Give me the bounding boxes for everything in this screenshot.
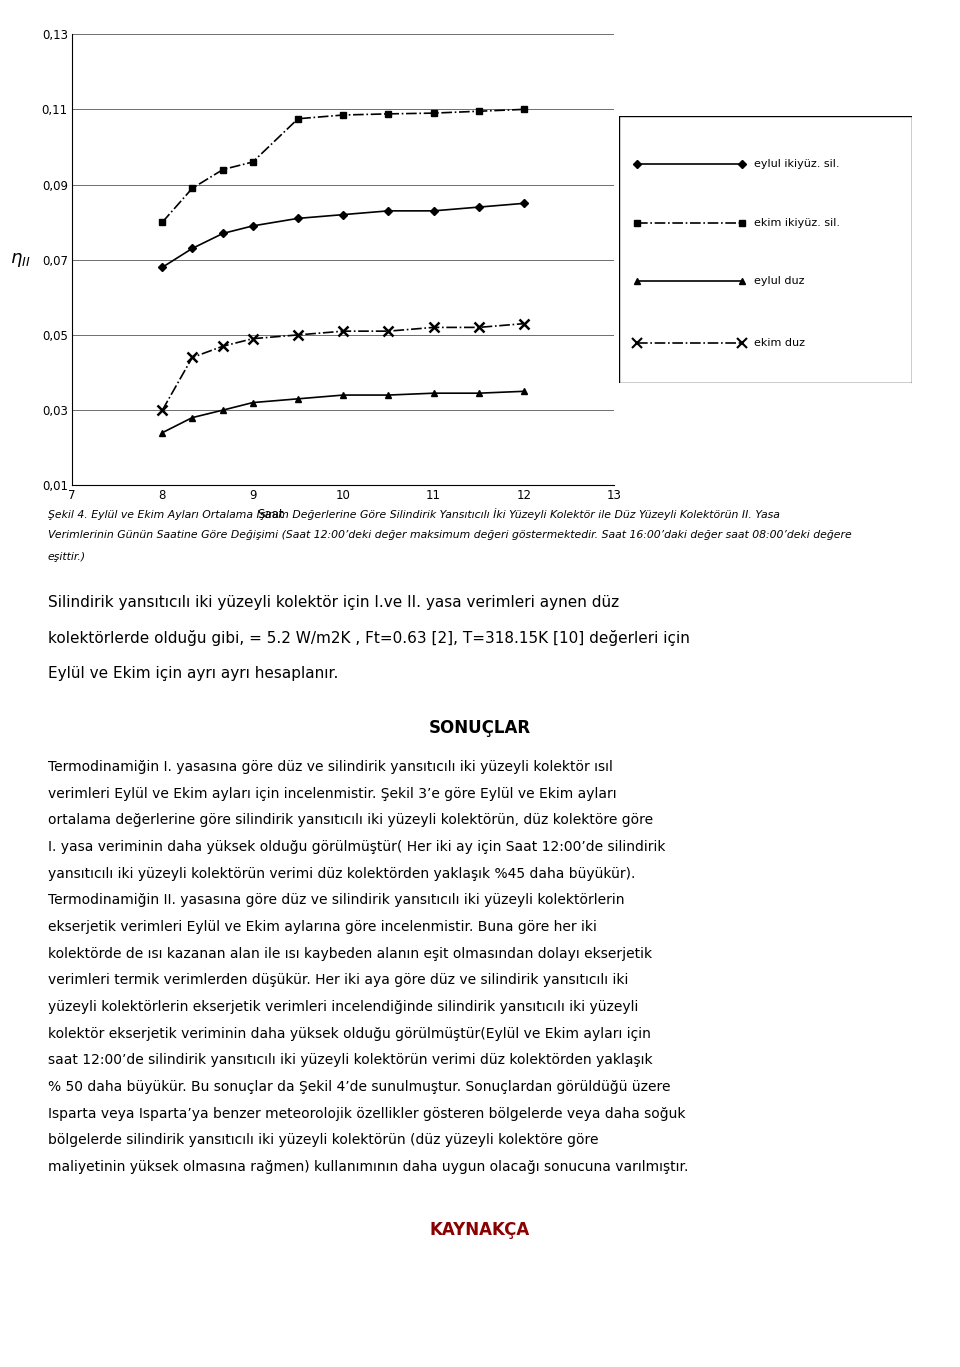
Text: kolektörlerde olduğu gibi, = 5.2 W/m2K , Ft=0.63 [2], T=318.15K [10] değerleri i: kolektörlerde olduğu gibi, = 5.2 W/m2K ,… (48, 630, 690, 647)
Text: ekim ikiyüz. sil.: ekim ikiyüz. sil. (754, 217, 840, 228)
Text: kolektörde de ısı kazanan alan ile ısı kaybeden alanın eşit olmasından dolayı ek: kolektörde de ısı kazanan alan ile ısı k… (48, 947, 652, 961)
Text: Termodinamiğin II. yasasına göre düz ve silindirik yansıtıcılı iki yüzeyli kolek: Termodinamiğin II. yasasına göre düz ve … (48, 894, 625, 908)
Text: ortalama değerlerine göre silindirik yansıtıcılı iki yüzeyli kolektörün, düz kol: ortalama değerlerine göre silindirik yan… (48, 813, 653, 827)
Text: Silindirik yansıtıcılı iki yüzeyli kolektör için I.ve II. yasa verimleri aynen d: Silindirik yansıtıcılı iki yüzeyli kolek… (48, 595, 619, 610)
Text: eylul ikiyüz. sil.: eylul ikiyüz. sil. (754, 159, 839, 170)
Text: SONUÇLAR: SONUÇLAR (429, 719, 531, 737)
Text: kolektör ekserjetik veriminin daha yüksek olduğu görülmüştür(Eylül ve Ekim aylar: kolektör ekserjetik veriminin daha yükse… (48, 1027, 651, 1040)
Text: I. yasa veriminin daha yüksek olduğu görülmüştür( Her iki ay için Saat 12:00’de : I. yasa veriminin daha yüksek olduğu gör… (48, 839, 665, 854)
Text: yüzeyli kolektörlerin ekserjetik verimleri incelendiğinde silindirik yansıtıcılı: yüzeyli kolektörlerin ekserjetik verimle… (48, 1001, 638, 1014)
Text: yansıtıcılı iki yüzeyli kolektörün verimi düz kolektörden yaklaşık %45 daha büyü: yansıtıcılı iki yüzeyli kolektörün verim… (48, 867, 636, 880)
Text: Saat: Saat (257, 507, 284, 521)
Text: eylul duz: eylul duz (754, 276, 804, 287)
Text: Eylül ve Ekim için ayrı ayrı hesaplanır.: Eylül ve Ekim için ayrı ayrı hesaplanır. (48, 666, 338, 681)
Text: verimleri termik verimlerden düşükür. Her iki aya göre düz ve silindirik yansıtı: verimleri termik verimlerden düşükür. He… (48, 973, 629, 987)
Text: eşittir.): eşittir.) (48, 552, 86, 562)
Text: ekim duz: ekim duz (754, 338, 804, 347)
Text: verimleri Eylül ve Ekim ayları için incelenmistir. Şekil 3’e göre Eylül ve Ekim : verimleri Eylül ve Ekim ayları için ince… (48, 787, 616, 801)
Text: ekserjetik verimleri Eylül ve Ekim aylarına göre incelenmistir. Buna göre her ik: ekserjetik verimleri Eylül ve Ekim aylar… (48, 920, 597, 934)
Text: Isparta veya Isparta’ya benzer meteorolojik özellikler gösteren bölgelerde veya : Isparta veya Isparta’ya benzer meteorolo… (48, 1107, 685, 1121)
Text: % 50 daha büyükür. Bu sonuçlar da Şekil 4’de sunulmuştur. Sonuçlardan görüldüğü : % 50 daha büyükür. Bu sonuçlar da Şekil … (48, 1080, 670, 1094)
Text: Şekil 4. Eylül ve Ekim Ayları Ortalama Işınım Değerlerine Göre Silindirik Yansıt: Şekil 4. Eylül ve Ekim Ayları Ortalama I… (48, 509, 780, 521)
Text: bölgelerde silindirik yansıtıcılı iki yüzeyli kolektörün (düz yüzeyli kolektöre : bölgelerde silindirik yansıtıcılı iki yü… (48, 1133, 598, 1147)
Text: Termodinamiğin I. yasasına göre düz ve silindirik yansıtıcılı iki yüzeyli kolekt: Termodinamiğin I. yasasına göre düz ve s… (48, 760, 612, 774)
Text: KAYNAKÇA: KAYNAKÇA (430, 1221, 530, 1239)
Text: maliyetinin yüksek olmasına rağmen) kullanımının daha uygun olacağı sonucuna var: maliyetinin yüksek olmasına rağmen) kull… (48, 1159, 688, 1174)
Text: saat 12:00’de silindirik yansıtıcılı iki yüzeyli kolektörün verimi düz kolektörd: saat 12:00’de silindirik yansıtıcılı iki… (48, 1054, 653, 1068)
Text: $\mathit{\eta_{II}}$: $\mathit{\eta_{II}}$ (11, 250, 31, 269)
Text: Verimlerinin Günün Saatine Göre Değişimi (Saat 12:00’deki değer maksimum değeri : Verimlerinin Günün Saatine Göre Değişimi… (48, 530, 852, 540)
